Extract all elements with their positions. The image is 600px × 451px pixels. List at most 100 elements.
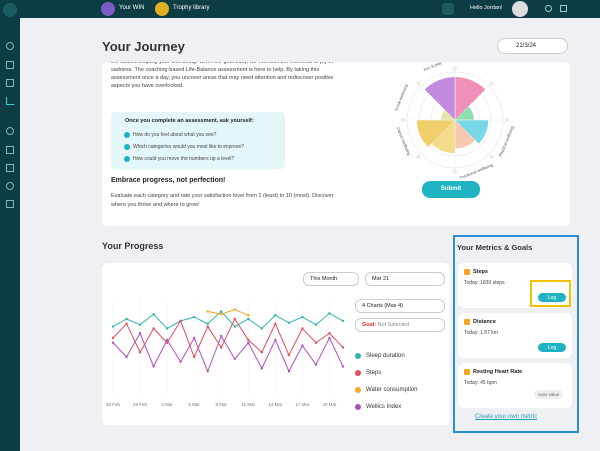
point — [260, 367, 264, 370]
nav-icon[interactable] — [6, 61, 14, 69]
x-tick-label: 26 Feb — [106, 402, 121, 407]
point — [274, 322, 277, 325]
question: How could you move the numbers up a leve… — [133, 156, 235, 162]
spoke-end — [453, 170, 457, 174]
x-tick-label: 5 Mar — [188, 402, 200, 407]
nav-icon[interactable] — [6, 200, 14, 208]
create-link[interactable]: Create your own metric — [475, 414, 538, 420]
auto-toggle[interactable]: Auto value — [534, 390, 564, 399]
goal-label: Goal: — [362, 322, 377, 328]
segment-label: Social wellbeing — [393, 83, 409, 111]
nav-icon[interactable] — [6, 146, 14, 154]
legend-swatch — [355, 403, 361, 410]
nav-icon-active[interactable] — [6, 97, 14, 105]
point — [233, 317, 236, 321]
x-tick-label: 14 Mar — [268, 402, 283, 407]
nav-icon[interactable] — [6, 164, 14, 172]
progress-card: This Month Mar 21 4 Charts (Max 4) Goal:… — [102, 263, 450, 425]
tip-title: Once you complete an assessment, ask you… — [125, 118, 254, 124]
segment-label: Fun & play — [423, 62, 443, 72]
tab[interactable]: Trophy library — [173, 5, 210, 11]
tab-icon — [155, 2, 169, 16]
point — [247, 341, 250, 344]
goal-select[interactable]: Goal: Not Selected — [355, 318, 445, 332]
point — [165, 338, 169, 342]
journey-card: the factors shaping your well-being. Whe… — [102, 62, 570, 226]
point — [287, 370, 291, 373]
nav-icon[interactable] — [6, 182, 14, 190]
point — [138, 323, 142, 326]
nav-icon[interactable] — [6, 127, 14, 135]
subtitle: Embrace progress, not perfection! — [111, 177, 226, 184]
point — [287, 353, 291, 357]
point — [341, 319, 345, 323]
legend-swatch — [355, 369, 361, 376]
metric-reading: Today: 45 bpm — [464, 380, 497, 386]
spoke-end — [416, 81, 420, 85]
point — [220, 313, 223, 316]
section-title: Your Journey — [102, 39, 185, 54]
charts: 4 Charts (Max 4) — [362, 303, 403, 309]
metric-reading: Today: 1830 steps — [464, 280, 505, 286]
point — [125, 355, 128, 359]
date-select[interactable]: Mar 21 — [365, 272, 445, 286]
point — [138, 332, 142, 335]
log-button[interactable]: Log — [538, 293, 566, 302]
point — [152, 327, 155, 330]
point — [341, 346, 345, 349]
point — [152, 313, 155, 316]
point — [111, 336, 115, 340]
point — [287, 321, 291, 324]
point — [301, 315, 304, 319]
help-icon[interactable] — [545, 5, 552, 12]
highlight-box — [453, 235, 579, 433]
point — [152, 365, 155, 368]
menu-toggle[interactable] — [3, 3, 17, 17]
point — [274, 314, 277, 317]
point — [179, 360, 182, 363]
range: This Month — [310, 276, 338, 282]
greeting: Hello Jordan! — [470, 5, 503, 11]
spoke-end — [401, 118, 405, 122]
segment-label: Career wellbeing — [396, 126, 412, 156]
spoke-end — [505, 118, 509, 122]
point — [301, 327, 304, 330]
point — [314, 323, 318, 326]
bullet — [124, 144, 130, 150]
icon[interactable] — [442, 3, 454, 15]
range-select[interactable]: This Month — [303, 272, 359, 286]
point — [247, 338, 250, 342]
point — [328, 312, 331, 315]
point — [220, 310, 223, 313]
metric-icon — [464, 319, 470, 325]
spoke-end — [490, 155, 494, 159]
log-button[interactable]: Log — [538, 343, 566, 352]
avatar[interactable] — [512, 1, 528, 17]
tip-box: Once you complete an assessment, ask you… — [111, 112, 285, 169]
segment-label: Physical wellbeing — [498, 125, 515, 157]
point — [111, 325, 115, 328]
question: How do you feel about what you see? — [133, 132, 217, 138]
logout-icon[interactable] — [560, 5, 567, 12]
series-line — [112, 317, 344, 359]
point — [206, 325, 209, 328]
segment-label: Emotional wellbeing — [459, 162, 494, 178]
nav-icon[interactable] — [6, 79, 14, 87]
x-tick-label: 11 Mar — [241, 402, 255, 407]
point — [260, 351, 264, 354]
spoke-end — [416, 155, 420, 159]
date-picker[interactable]: 21/3/24 — [497, 38, 568, 54]
charts-select[interactable]: 4 Charts (Max 4) — [355, 299, 445, 313]
point — [328, 332, 331, 335]
tab[interactable]: Your WIN — [119, 5, 145, 11]
submit-button[interactable]: Submit — [422, 181, 480, 198]
metric-reading: Today: 1.57 km — [464, 330, 498, 336]
point — [247, 317, 250, 321]
legend-item: Sleep duration — [355, 347, 450, 364]
nav-icon[interactable] — [6, 42, 14, 50]
point — [341, 365, 345, 368]
series-line — [207, 308, 249, 316]
tab-icon — [101, 2, 115, 16]
x-tick-label: 20 Mar — [322, 402, 337, 407]
